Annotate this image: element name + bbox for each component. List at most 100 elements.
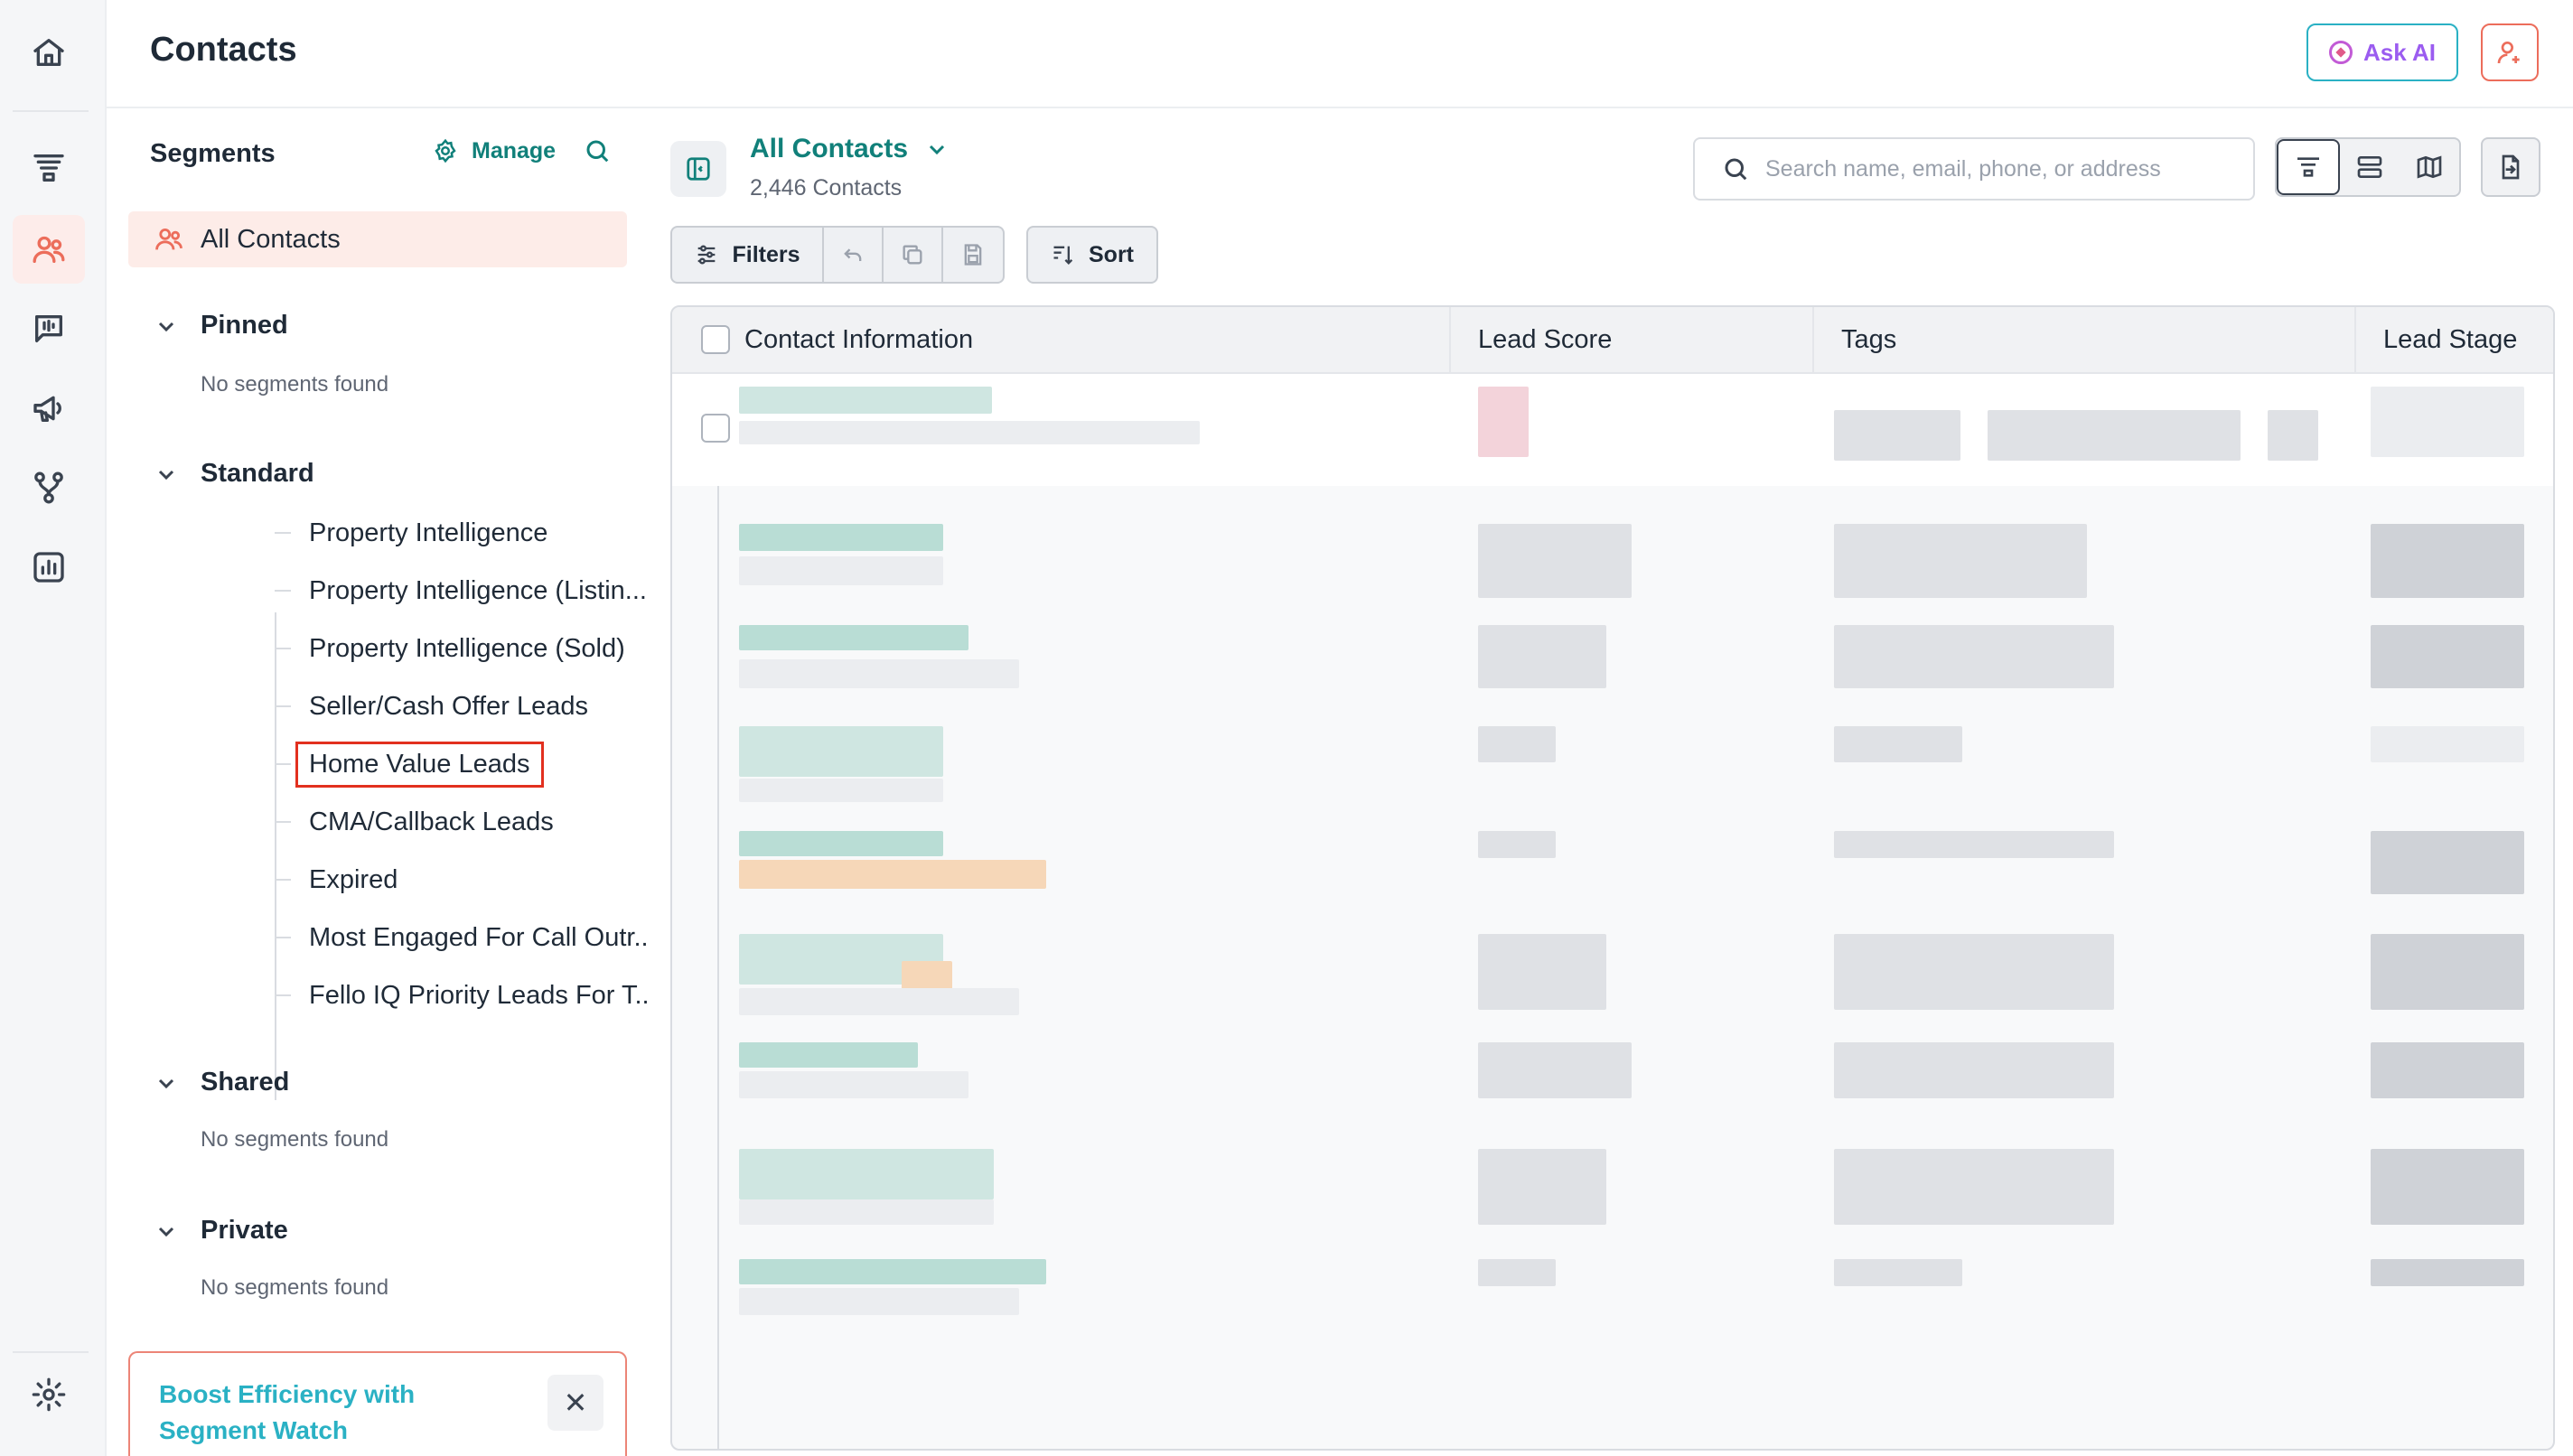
pinned-empty-text: No segments found [201, 372, 389, 397]
sidebar-toggle-icon [687, 157, 710, 181]
group-standard[interactable]: Standard [155, 459, 314, 489]
list-view-button[interactable] [2340, 139, 2400, 195]
chevron-down-icon [158, 1078, 174, 1088]
voice-chat-icon[interactable] [27, 307, 70, 350]
promo-text: Boost Efficiency with Segment Watch [159, 1380, 416, 1444]
row-tree-rail [717, 486, 719, 1449]
export-icon [2502, 154, 2520, 180]
map-view-button[interactable] [2400, 139, 2459, 195]
home-icon[interactable] [27, 31, 70, 74]
segment-item[interactable]: Property Intelligence (Listin... [275, 565, 647, 616]
segment-item[interactable]: CMA/Callback Leads [275, 797, 554, 847]
group-pinned-label: Pinned [201, 311, 288, 340]
megaphone-icon[interactable] [27, 387, 70, 430]
segments-panel: Segments Manage All Contacts Pinned No s… [107, 108, 657, 1456]
segment-item[interactable]: Seller/Cash Offer Leads [275, 681, 588, 732]
table-row[interactable] [672, 1030, 2553, 1134]
sparkle-icon [2329, 41, 2353, 64]
group-pinned[interactable]: Pinned [155, 311, 288, 341]
column-header-contact-information[interactable]: Contact Information [744, 325, 974, 354]
segment-item-home-value-leads[interactable]: Home Value Leads [275, 739, 544, 789]
group-shared[interactable]: Shared [155, 1068, 289, 1097]
funnel-icon[interactable] [27, 146, 70, 190]
top-header: Contacts Ask AI [107, 0, 2573, 108]
save-button[interactable] [943, 228, 1003, 282]
table-row[interactable] [672, 374, 2553, 486]
redacted-tag [1988, 410, 2241, 461]
view-selector[interactable]: All Contacts [750, 134, 948, 164]
view-mode-switch [2275, 137, 2461, 197]
chevron-down-icon [158, 322, 174, 331]
row-checkbox[interactable] [701, 414, 730, 443]
workflow-icon[interactable] [27, 466, 70, 509]
list-icon [2357, 156, 2382, 178]
manage-label: Manage [472, 137, 557, 163]
contacts-table: Contact Information Lead Score Tags Lead… [670, 305, 2555, 1451]
redacted-tag [1834, 410, 1960, 461]
column-header-tags[interactable]: Tags [1841, 325, 1897, 354]
group-private-label: Private [201, 1216, 288, 1245]
all-contacts-label: All Contacts [201, 224, 341, 254]
contacts-icon [155, 228, 182, 250]
add-contact-button[interactable] [2481, 23, 2539, 81]
nav-rail [0, 0, 107, 1456]
segment-search-button[interactable] [584, 137, 613, 166]
page-title: Contacts [150, 31, 297, 69]
segment-item[interactable]: Property Intelligence [275, 508, 547, 558]
table-row[interactable] [672, 614, 2553, 714]
table-row[interactable] [672, 921, 2553, 1026]
add-user-icon [2497, 42, 2520, 64]
map-icon [2417, 155, 2442, 179]
sort-icon [1053, 246, 1073, 265]
reports-icon[interactable] [27, 546, 70, 589]
toggle-segments-panel-button[interactable] [670, 141, 726, 197]
search-icon [1725, 158, 1747, 181]
rail-divider [13, 110, 89, 112]
column-divider [2354, 307, 2356, 374]
duplicate-button[interactable] [884, 228, 943, 282]
funnel-icon [2297, 157, 2319, 177]
segment-all-contacts[interactable]: All Contacts [128, 211, 627, 267]
funnel-view-button[interactable] [2277, 139, 2340, 195]
column-divider [1812, 307, 1814, 374]
filters-label: Filters [732, 241, 800, 267]
export-button[interactable] [2481, 137, 2540, 197]
table-row[interactable] [672, 1246, 2553, 1351]
select-all-checkbox[interactable] [701, 325, 730, 354]
sort-label: Sort [1089, 241, 1134, 267]
sliders-icon [698, 245, 716, 265]
segment-item[interactable]: Property Intelligence (Sold) [275, 623, 625, 674]
contacts-icon[interactable] [13, 215, 85, 284]
manage-segments-button[interactable]: Manage [432, 137, 556, 164]
redacted-lead-stage [2371, 387, 2524, 457]
segment-item[interactable]: Fello IQ Priority Leads For T... [275, 970, 657, 1021]
table-row[interactable] [672, 511, 2553, 611]
search-icon [586, 140, 609, 163]
settings-icon[interactable] [27, 1373, 70, 1416]
redacted-name [739, 387, 992, 414]
table-row[interactable] [672, 1136, 2553, 1241]
shared-empty-text: No segments found [201, 1127, 389, 1152]
segment-item[interactable]: Most Engaged For Call Outr... [275, 912, 656, 963]
segment-item[interactable]: Expired [275, 854, 398, 905]
table-header: Contact Information Lead Score Tags Lead… [672, 307, 2553, 374]
table-row[interactable] [672, 715, 2553, 815]
chevron-down-icon [929, 145, 945, 155]
segments-heading: Segments [150, 139, 276, 168]
view-title: All Contacts [750, 134, 909, 163]
sort-button[interactable]: Sort [1026, 226, 1158, 284]
ask-ai-button[interactable]: Ask AI [2306, 23, 2458, 81]
redacted-lead-score [1478, 387, 1529, 457]
search-input[interactable] [1765, 155, 2217, 182]
close-icon[interactable]: ✕ [547, 1375, 603, 1431]
contact-search [1693, 137, 2255, 201]
table-row[interactable] [672, 818, 2553, 918]
column-header-lead-score[interactable]: Lead Score [1478, 325, 1613, 354]
rail-divider-bottom [13, 1351, 89, 1353]
save-icon [964, 244, 982, 266]
undo-button[interactable] [824, 228, 884, 282]
ask-ai-label: Ask AI [2363, 38, 2436, 66]
filters-button[interactable]: Filters [672, 228, 824, 282]
column-header-lead-stage[interactable]: Lead Stage [2383, 325, 2518, 354]
group-private[interactable]: Private [155, 1216, 288, 1246]
